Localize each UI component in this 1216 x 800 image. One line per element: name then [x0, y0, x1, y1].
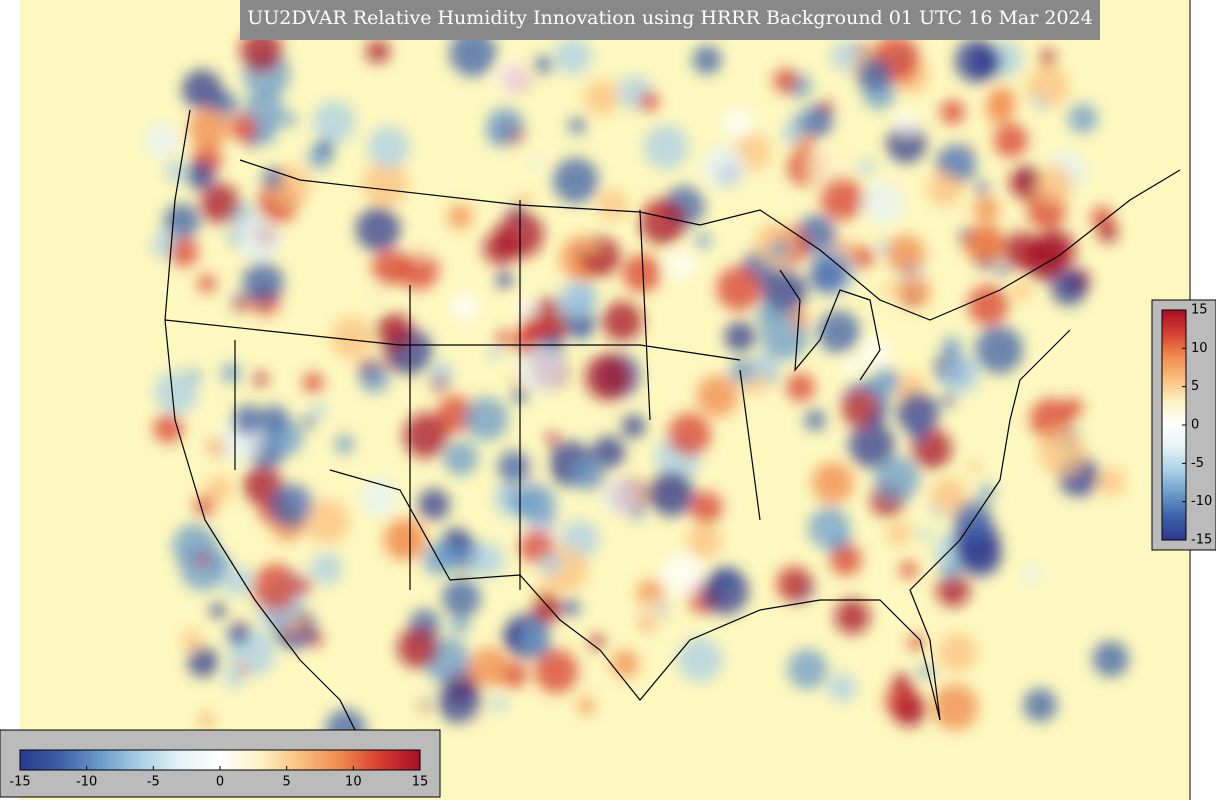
colorbar-bottom-tick-label: 15	[412, 775, 429, 790]
colorbar-bottom-tick-label: 0	[216, 775, 224, 790]
colorbar-right-tick-label: 10	[1191, 341, 1208, 356]
colorbar-right-tick-label: -5	[1191, 456, 1204, 471]
boundaries	[164, 109, 1181, 741]
colorbar-right-tick-label: -15	[1191, 533, 1212, 548]
innovation-field	[144, 29, 1129, 750]
colorbar-right-tick-label: -10	[1191, 494, 1212, 509]
colorbar-bottom-tick-label: 10	[345, 775, 362, 790]
colorbar-bottom-tick-label: -15	[9, 775, 30, 790]
colorbar-right-tick-label: 0	[1191, 418, 1199, 433]
colorbar-bottom-tick-label: 5	[283, 775, 291, 790]
colorbar-right-tick-label: 5	[1191, 379, 1199, 394]
colorbar-bottom-tick-label: -10	[76, 775, 97, 790]
title: UU2DVAR Relative Humidity Innovation usi…	[247, 7, 1092, 29]
colorbar-bottom-tick-label: -5	[147, 775, 160, 790]
colorbar-right-tick-label: 15	[1191, 303, 1208, 318]
title-box	[240, 0, 1100, 40]
